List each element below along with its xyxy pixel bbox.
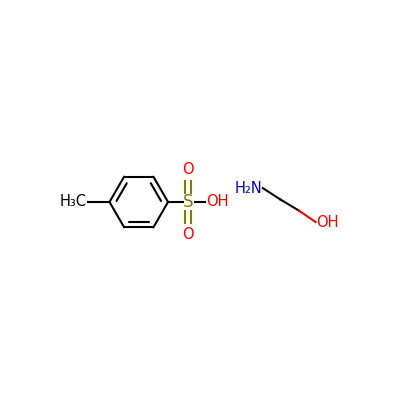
- Text: S: S: [183, 193, 193, 211]
- Text: OH: OH: [206, 194, 228, 210]
- Text: H₂N: H₂N: [234, 181, 262, 196]
- Text: O: O: [182, 227, 194, 242]
- Text: H₃C: H₃C: [60, 194, 86, 210]
- Text: OH: OH: [316, 214, 339, 230]
- Text: O: O: [182, 162, 194, 177]
